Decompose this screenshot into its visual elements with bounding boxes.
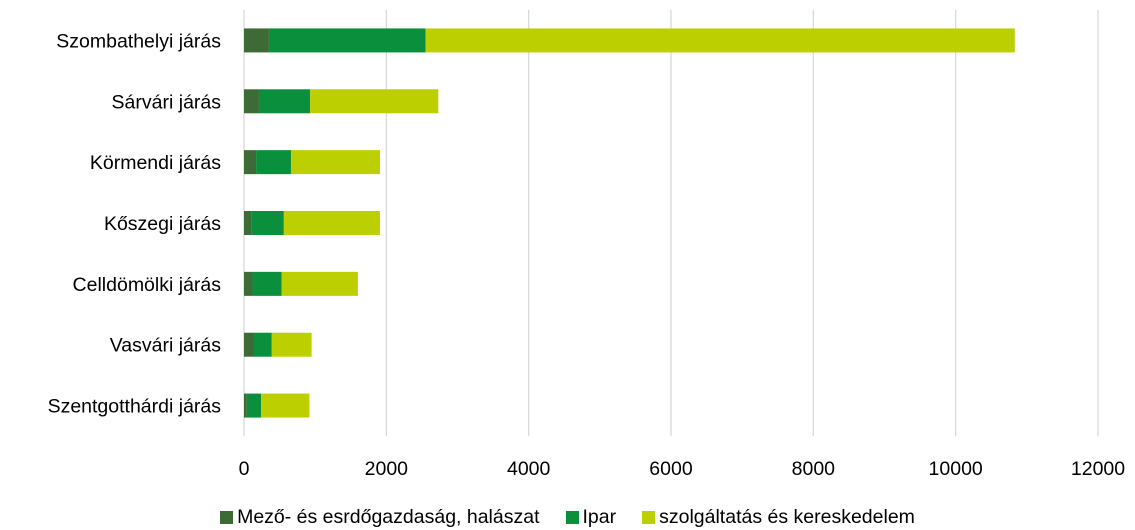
category-label: Celldömölki járás bbox=[73, 274, 222, 296]
bar-segment bbox=[281, 271, 358, 296]
legend-swatch bbox=[642, 511, 656, 524]
bar-segment bbox=[252, 271, 282, 296]
x-tick-label: 2000 bbox=[365, 458, 409, 480]
bar-segment bbox=[244, 211, 252, 235]
x-tick-label: 6000 bbox=[649, 458, 693, 480]
legend-label: Ipar bbox=[582, 506, 617, 528]
legend-item: Ipar bbox=[565, 506, 617, 529]
x-tick-label: 12000 bbox=[1071, 458, 1125, 480]
bar-segment bbox=[244, 150, 257, 175]
bar-segment bbox=[271, 332, 312, 357]
x-tick-label: 0 bbox=[239, 458, 250, 480]
bar-segment bbox=[258, 89, 311, 114]
bar-segment bbox=[246, 393, 262, 418]
category-label: Vasvári járás bbox=[110, 335, 222, 357]
category-label: Szombathelyi járás bbox=[56, 30, 221, 52]
legend: Mező- és esrdőgazdaság, halászat Ipar szol… bbox=[0, 505, 1135, 530]
bar-segment bbox=[310, 89, 439, 114]
stacked-bar-chart: Szombathelyi járás Sárvári járás Körmendi … bbox=[48, 10, 1126, 480]
category-label: Sárvári járás bbox=[112, 91, 222, 113]
x-tick-label: 8000 bbox=[792, 458, 836, 480]
bar-segment bbox=[268, 28, 426, 53]
bar-segment bbox=[244, 271, 253, 296]
bar-segment bbox=[244, 332, 254, 357]
bar-segment bbox=[290, 150, 380, 175]
legend-item: szolgáltatás és kereskedelem bbox=[642, 506, 915, 529]
x-tick-label: 4000 bbox=[507, 458, 551, 480]
bar-segment bbox=[251, 211, 284, 235]
x-tick-labels: 0 2000 4000 6000 8000 10000 12000 bbox=[239, 458, 1126, 480]
gridlines bbox=[243, 10, 1099, 436]
bar-segment bbox=[256, 150, 291, 175]
bar-segment bbox=[261, 393, 310, 418]
legend-label: szolgáltatás és kereskedelem bbox=[659, 506, 915, 528]
category-labels: Szombathelyi járás Sárvári járás Körmendi … bbox=[48, 30, 222, 417]
bar-segment bbox=[244, 28, 269, 53]
bar-segment bbox=[253, 332, 272, 357]
bars bbox=[244, 28, 1015, 418]
legend-swatch bbox=[220, 511, 234, 524]
bar-segment bbox=[244, 89, 259, 114]
category-label: Kőszegi járás bbox=[104, 213, 221, 235]
bar-segment bbox=[425, 28, 1015, 53]
x-tick-label: 10000 bbox=[929, 458, 983, 480]
legend-item: Mező- és esrdőgazdaság, halászat bbox=[220, 506, 540, 529]
category-label: Körmendi járás bbox=[90, 152, 221, 174]
category-label: Szentgotthárdi járás bbox=[48, 396, 222, 418]
legend-swatch bbox=[565, 511, 579, 524]
legend-label: Mező- és esrdőgazdaság, halászat bbox=[237, 506, 540, 528]
bar-segment bbox=[244, 393, 247, 418]
bar-segment bbox=[283, 211, 380, 235]
